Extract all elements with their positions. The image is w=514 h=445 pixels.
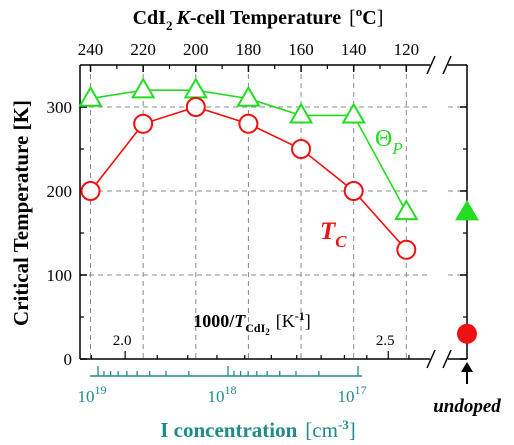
top-tick-label: 240 bbox=[78, 40, 104, 59]
concentration-tick-exponent: 17 bbox=[355, 383, 367, 397]
series-layer bbox=[78, 77, 419, 260]
data-point-tc bbox=[238, 113, 259, 134]
axis-break-top bbox=[426, 55, 452, 75]
y-tick-label: 300 bbox=[47, 98, 73, 117]
top-axis-title: CdI2 K-cell Temperature [oC] bbox=[133, 4, 384, 33]
data-point-theta-p bbox=[236, 85, 261, 107]
y-axis-title: Critical Temperature [K] bbox=[9, 100, 33, 326]
data-point-tc bbox=[185, 97, 206, 117]
data-point-theta-p bbox=[394, 198, 419, 221]
inner-tick-label: 2.0 bbox=[113, 333, 132, 349]
concentration-tick-exponent: 19 bbox=[95, 383, 107, 397]
data-point-theta-p bbox=[78, 85, 103, 107]
data-point-theta-p bbox=[130, 77, 156, 99]
top-tick-label: 220 bbox=[130, 40, 156, 59]
top-tick-label: 120 bbox=[394, 40, 420, 59]
concentration-tick-label: 1019 bbox=[78, 383, 107, 406]
undoped-label: undoped bbox=[433, 396, 501, 417]
axis-break-bottom bbox=[426, 349, 452, 369]
undoped-markers bbox=[455, 200, 479, 344]
undoped-arrow bbox=[461, 362, 473, 384]
series-label-tc: TC bbox=[320, 218, 347, 251]
series-label-theta: ΘP bbox=[375, 126, 403, 158]
concentration-axis: 1019 1018 1017 bbox=[78, 366, 367, 406]
y-axis-ticks: 0 100 200 300 bbox=[47, 98, 467, 369]
data-point-tc bbox=[133, 113, 154, 134]
top-tick-label: 180 bbox=[236, 40, 262, 59]
data-point-tc bbox=[80, 181, 101, 201]
concentration-tick-label: 1017 bbox=[338, 383, 367, 406]
data-point-tc bbox=[396, 239, 417, 260]
inner-axis-ticks: 2.0 2.5 bbox=[90, 333, 410, 359]
data-point-theta-p bbox=[288, 102, 314, 124]
concentration-tick-base: 10 bbox=[338, 387, 355, 406]
top-axis-ticks: 240 220 200 180 160 140 120 bbox=[78, 40, 419, 72]
undoped-point-tc bbox=[457, 323, 477, 344]
data-point-theta-p bbox=[341, 102, 366, 124]
inner-tick-label: 2.5 bbox=[376, 333, 395, 349]
data-point-tc bbox=[291, 139, 312, 159]
y-tick-label: 0 bbox=[64, 350, 73, 369]
top-tick-label: 200 bbox=[183, 40, 209, 59]
concentration-tick-exponent: 18 bbox=[225, 383, 237, 397]
concentration-tick-base: 10 bbox=[208, 387, 225, 406]
concentration-tick-base: 10 bbox=[78, 387, 95, 406]
y-tick-label: 200 bbox=[47, 182, 73, 201]
top-tick-label: 140 bbox=[341, 40, 367, 59]
undoped-point-theta-p bbox=[455, 200, 479, 221]
inner-axis-title: 1000/TCdI2[K-1] bbox=[193, 309, 311, 337]
y-tick-label: 100 bbox=[47, 266, 73, 285]
data-point-tc bbox=[343, 181, 364, 201]
data-point-theta-p bbox=[183, 77, 208, 99]
concentration-tick-label: 1018 bbox=[208, 383, 237, 406]
concentration-axis-title: I concentration [cm-3] bbox=[160, 417, 356, 442]
top-tick-label: 160 bbox=[288, 40, 314, 59]
